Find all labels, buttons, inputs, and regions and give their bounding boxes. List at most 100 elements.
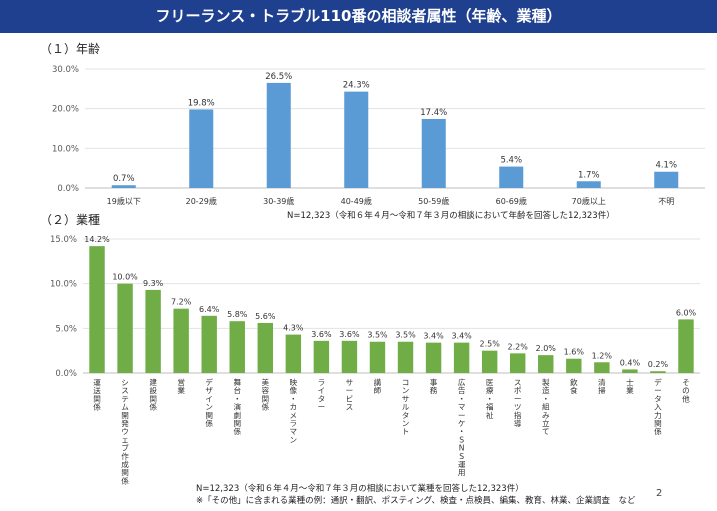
x-tick-char: 療	[486, 385, 494, 395]
x-tick-char: ム	[121, 403, 129, 412]
bar	[201, 315, 217, 373]
age-section-label: （１）年齢	[40, 42, 101, 56]
bar	[481, 350, 498, 373]
x-tick-label: 20-29歳	[186, 196, 217, 206]
x-tick-label: ライター	[318, 378, 326, 412]
x-tick-char: 成	[121, 459, 129, 469]
data-label: 4.3%	[283, 324, 304, 333]
x-tick-char: ル	[402, 403, 410, 412]
bar	[266, 82, 291, 188]
x-tick-char: タ	[654, 394, 662, 403]
x-tick-char: 医	[486, 378, 494, 387]
x-tick-char: 飲	[570, 377, 578, 387]
x-tick-char: ・	[486, 394, 494, 403]
y-tick-label: 0.0%	[57, 184, 79, 194]
data-label: 3.4%	[423, 332, 444, 341]
x-tick-label: 50-59歳	[418, 196, 449, 206]
x-tick-char: 入	[654, 403, 662, 412]
x-tick-char: サ	[402, 394, 410, 403]
x-tick-char: 掃	[598, 385, 606, 395]
industry-section-label: （２）業種	[40, 213, 101, 227]
x-tick-char: て	[542, 427, 550, 436]
x-tick-char: の	[682, 386, 690, 395]
x-tick-char: ト	[402, 427, 410, 436]
x-tick-char: S	[459, 435, 464, 444]
x-tick-char: 関	[121, 468, 129, 477]
bar	[229, 321, 245, 373]
x-tick-char: 講	[374, 377, 382, 387]
x-tick-char: シ	[121, 378, 129, 387]
bar	[344, 91, 369, 188]
data-label: 2.2%	[508, 342, 529, 351]
bar	[425, 342, 442, 373]
x-tick-char: ブ	[121, 443, 129, 453]
data-label: 2.0%	[536, 344, 557, 353]
bar	[566, 358, 582, 373]
x-tick-char: ス	[346, 403, 354, 412]
x-tick-char: ン	[402, 386, 410, 395]
x-tick-char: 関	[93, 394, 101, 403]
x-tick-label: コンサルタント	[402, 378, 410, 436]
x-tick-char: 係	[654, 427, 662, 436]
x-tick-char: 製	[542, 377, 550, 387]
data-label: 7.2%	[171, 298, 192, 307]
x-tick-char: ・	[290, 394, 298, 403]
y-tick-label: 0.0%	[55, 369, 77, 379]
x-tick-char: サ	[346, 378, 354, 387]
x-tick-char: 係	[261, 403, 269, 412]
bar	[499, 166, 524, 188]
x-tick-char: 容	[261, 385, 269, 395]
bar	[622, 369, 638, 373]
y-tick-label: 20.0%	[52, 105, 79, 115]
bar	[189, 109, 214, 188]
y-tick-label: 5.0%	[55, 324, 77, 334]
other-category-note: ※「その他」に含まれる業種の例：通訳・翻訳、ポスティング、検査・点検員、編集、教…	[196, 496, 636, 506]
x-tick-char: ツ	[514, 403, 522, 412]
bar	[89, 246, 105, 373]
page-number: 2	[656, 488, 663, 499]
age-sample-note: N=12,323（令和６年４月～令和７年３月の相談において年齢を回答した12,3…	[287, 211, 615, 221]
data-label: 3.5%	[367, 331, 388, 340]
x-tick-char: デ	[654, 377, 662, 387]
x-tick-char: 業	[177, 385, 185, 395]
x-tick-label: 士業	[626, 377, 634, 395]
bar	[594, 362, 610, 373]
bar	[678, 319, 694, 373]
x-tick-char: ・	[233, 394, 241, 403]
bar	[111, 185, 136, 188]
x-tick-char: 業	[626, 385, 634, 395]
bar	[576, 181, 601, 188]
bar	[650, 371, 666, 373]
x-tick-char: 造	[542, 385, 550, 395]
x-tick-char: 関	[149, 394, 157, 403]
x-tick-char: 運	[93, 378, 101, 387]
data-label: 4.1%	[655, 161, 677, 171]
data-label: 5.4%	[500, 156, 522, 166]
data-label: 5.6%	[255, 312, 276, 321]
x-tick-char: ー	[654, 386, 662, 395]
x-tick-label: 30-39歳	[263, 196, 294, 206]
x-tick-char: 劇	[233, 410, 241, 420]
bar	[654, 171, 679, 188]
data-label: 17.4%	[420, 108, 447, 118]
x-tick-char: 係	[93, 403, 101, 412]
x-tick-char: N	[459, 444, 465, 453]
x-tick-char: 建	[149, 377, 157, 387]
x-tick-char: 運	[458, 460, 466, 469]
x-tick-label: 飲食	[570, 377, 578, 395]
x-tick-char: 食	[570, 385, 578, 395]
data-label: 1.2%	[592, 351, 613, 360]
x-tick-label: その他	[682, 378, 690, 403]
x-tick-char: ビ	[346, 394, 354, 403]
data-label: 0.4%	[620, 358, 641, 367]
x-tick-char: イ	[205, 394, 213, 403]
x-tick-char: 組	[542, 402, 550, 412]
bar	[509, 353, 526, 373]
x-tick-char: 関	[205, 411, 213, 420]
data-label: 0.7%	[113, 174, 135, 184]
x-tick-char: ケ	[458, 419, 466, 428]
x-tick-label: 70歳以上	[572, 196, 606, 206]
x-tick-char: ン	[205, 403, 213, 412]
x-tick-char: ラ	[318, 378, 326, 387]
